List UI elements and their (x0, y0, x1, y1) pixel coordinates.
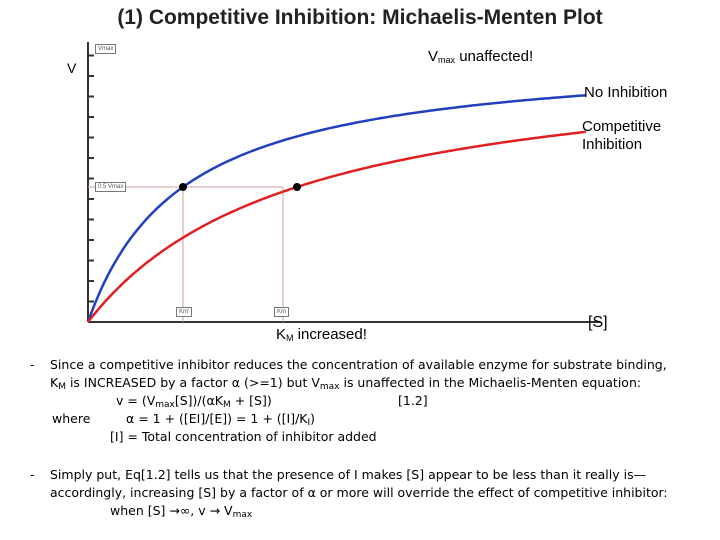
note-2-line-1: - Simply put, Eq[1.2] tells us that the p… (30, 467, 647, 482)
note-2-line-3: when [S] →∞, v → Vmax (110, 503, 253, 520)
note-1-line-1: - Since a competitive inhibitor reduces t… (30, 357, 667, 372)
x-axis-label: [S] (588, 314, 608, 331)
half-vmax-tag: 0.5 Vmax (95, 182, 127, 192)
alpha-definition: where α = 1 + ([EI]/[E]) = 1 + ([I]/KI) (52, 411, 316, 428)
no-inhibition-curve (86, 94, 586, 323)
km-tag: Km (274, 307, 289, 317)
equation-1-2: v = (Vmax[S])/(αKM + [S]) [1.2] (116, 393, 428, 410)
explanation-notes: - Since a competitive inhibitor reduces t… (30, 356, 700, 520)
competitive-label-line2: Inhibition (582, 136, 643, 153)
y-axis-label: V (67, 60, 77, 76)
competitive-label-line1: Competitive (582, 118, 662, 135)
km-prime-tag: Km' (176, 307, 193, 317)
no-inhibition-label: No Inhibition (584, 84, 668, 101)
note-2-line-2: accordingly, increasing [S] by a factor … (50, 485, 668, 500)
km-point (293, 183, 301, 191)
vmax-tag: Vmax (95, 44, 117, 54)
inhibitor-definition: [I] = Total concentration of inhibitor a… (110, 429, 377, 444)
km-increased-label: KM increased! (276, 326, 367, 343)
vmax-unaffected-label: Vmax unaffected! (428, 48, 534, 65)
page-title: (1) Competitive Inhibition: Michaelis-Me… (117, 6, 603, 29)
competitive-inhibition-curve (87, 130, 586, 323)
note-1-line-2: KM is INCREASED by a factor α (>=1) but … (50, 375, 642, 392)
km-prime-point (179, 183, 187, 191)
